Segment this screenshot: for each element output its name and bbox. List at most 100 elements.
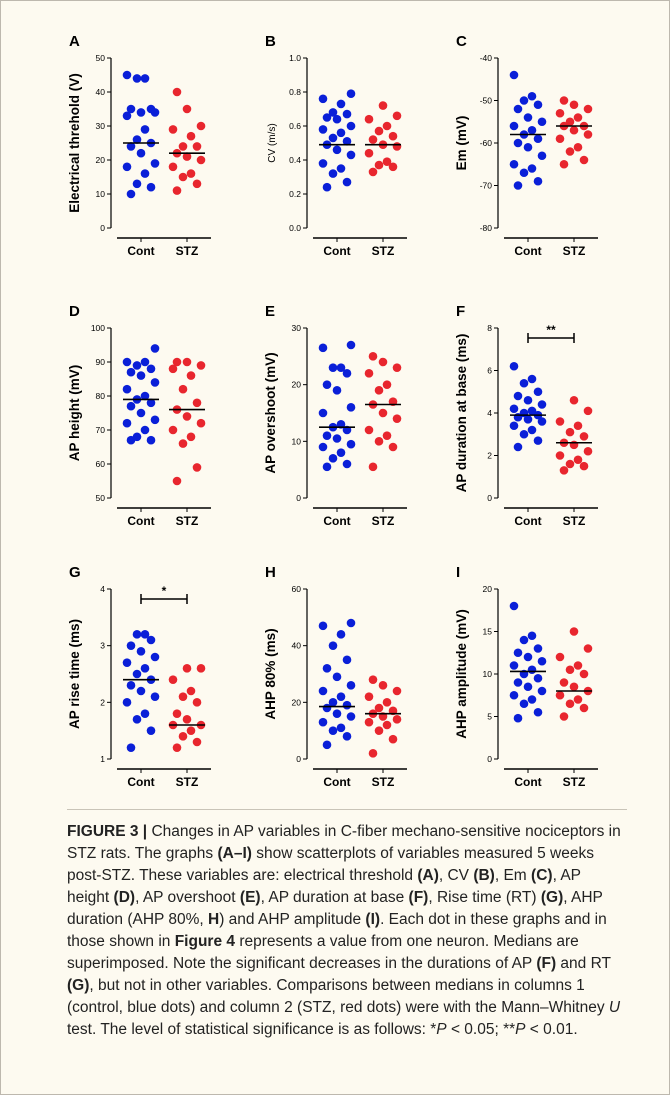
stz-data-point — [569, 682, 579, 692]
control-data-point — [322, 740, 332, 750]
x-category-label: Cont — [127, 244, 154, 258]
control-data-point — [122, 70, 132, 80]
stz-data-point — [378, 408, 388, 418]
control-data-point — [527, 91, 537, 101]
control-data-point — [346, 439, 356, 449]
y-tick-label: 3 — [100, 641, 105, 651]
control-data-point — [332, 386, 342, 395]
stz-data-point — [579, 155, 589, 165]
stz-data-point — [182, 357, 192, 367]
control-data-point — [146, 182, 156, 192]
stz-data-point — [573, 113, 583, 122]
y-tick-label: 40 — [96, 87, 106, 97]
stz-data-point — [192, 398, 202, 408]
control-data-point — [136, 371, 146, 380]
y-tick-label: -60 — [480, 138, 493, 148]
stz-data-point — [172, 743, 182, 752]
stz-data-point — [186, 432, 196, 442]
control-data-point — [146, 726, 156, 735]
control-data-point — [513, 442, 523, 452]
stz-data-point — [374, 726, 384, 735]
stz-data-point — [186, 686, 196, 696]
stz-data-point — [368, 135, 378, 144]
stz-data-point — [168, 364, 178, 374]
control-data-point — [146, 364, 156, 374]
control-data-point — [537, 400, 547, 409]
stz-data-point — [565, 665, 575, 675]
y-tick-label: 0.0 — [289, 223, 301, 233]
x-category-label: Cont — [323, 775, 350, 789]
control-data-point — [332, 145, 342, 155]
control-data-point — [519, 378, 529, 388]
control-data-point — [140, 630, 150, 639]
caption-text: represents a value from one neuron. Medi… — [67, 933, 579, 972]
stz-data-point — [382, 380, 392, 389]
control-data-point — [122, 418, 132, 428]
control-data-point — [150, 344, 160, 353]
stz-data-point — [565, 699, 575, 709]
stz-data-point — [182, 412, 192, 421]
control-data-point — [336, 164, 346, 173]
control-data-point — [318, 408, 328, 418]
control-data-point — [146, 635, 156, 645]
control-data-point — [122, 162, 132, 172]
caption-text: , AP duration at base — [260, 889, 409, 906]
stz-data-point — [182, 152, 192, 161]
y-tick-label: 90 — [96, 357, 106, 367]
control-data-point — [533, 644, 543, 653]
caption-text: and RT — [556, 955, 611, 972]
y-tick-label: 2 — [100, 697, 105, 707]
stz-data-point — [559, 678, 569, 687]
stz-data-point — [555, 108, 565, 118]
y-tick-label: 4 — [100, 584, 105, 594]
stz-data-point — [382, 157, 392, 166]
stz-data-point — [186, 169, 196, 178]
control-data-point — [140, 425, 150, 435]
control-data-point — [527, 631, 537, 641]
stz-data-point — [555, 690, 565, 700]
control-data-point — [146, 398, 156, 408]
control-data-point — [533, 176, 543, 186]
control-data-point — [537, 417, 547, 426]
control-data-point — [126, 401, 136, 411]
panel-letter: I — [456, 564, 460, 581]
caption-ref: (E) — [239, 889, 261, 906]
control-data-point — [523, 415, 533, 424]
control-data-point — [342, 459, 352, 469]
x-category-label: STZ — [563, 514, 586, 528]
y-axis-label: CV (m/s) — [267, 123, 278, 162]
caption-ref: (G) — [67, 977, 90, 994]
control-data-point — [342, 655, 352, 665]
caption-text: , AP height — [67, 867, 581, 906]
control-data-point — [509, 690, 519, 700]
control-data-point — [527, 374, 537, 384]
control-data-point — [513, 678, 523, 687]
control-data-point — [527, 164, 537, 173]
control-data-point — [346, 618, 356, 628]
x-category-label: STZ — [176, 514, 199, 528]
control-data-point — [336, 630, 346, 639]
x-category-label: STZ — [372, 775, 395, 789]
control-data-point — [537, 117, 547, 127]
control-data-point — [140, 169, 150, 178]
x-category-label: STZ — [563, 244, 586, 258]
y-tick-label: 20 — [483, 584, 493, 594]
stz-data-point — [172, 476, 182, 486]
caption-italic: U — [608, 999, 621, 1016]
y-tick-label: 10 — [96, 189, 106, 199]
stz-data-point — [555, 417, 565, 426]
x-category-label: Cont — [514, 775, 541, 789]
stz-data-point — [368, 462, 378, 472]
control-data-point — [322, 664, 332, 673]
stz-data-point — [196, 155, 206, 165]
stz-data-point — [374, 703, 384, 713]
y-tick-label: 20 — [96, 155, 106, 165]
control-data-point — [519, 635, 529, 645]
control-data-point — [509, 121, 519, 131]
control-data-point — [513, 181, 523, 190]
significance-marker: ** — [546, 323, 556, 337]
stz-data-point — [569, 395, 579, 405]
caption-figure-link[interactable]: Figure 4 — [174, 933, 236, 950]
control-data-point — [346, 340, 356, 350]
control-data-point — [346, 89, 356, 98]
